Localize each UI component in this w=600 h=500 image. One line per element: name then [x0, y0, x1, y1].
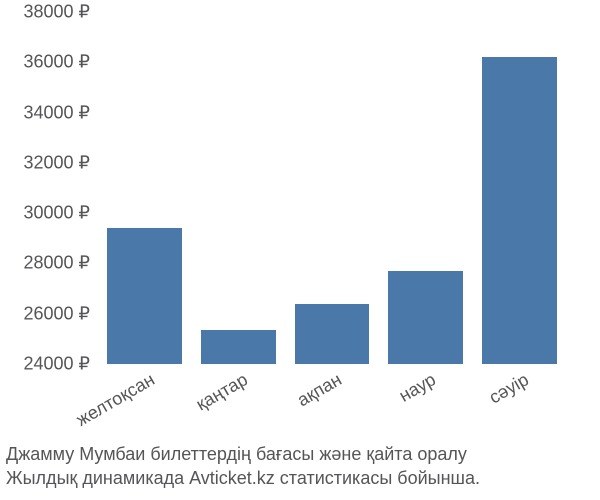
bar [388, 271, 463, 364]
bar [295, 304, 370, 364]
bar [107, 228, 182, 364]
x-axis-tick: қаңтар [190, 364, 252, 415]
bar [482, 57, 557, 364]
chart-caption: Джамму Мумбаи билеттердің бағасы және қа… [6, 442, 480, 491]
plot-area: 24000 ₽26000 ₽28000 ₽30000 ₽32000 ₽34000… [98, 12, 566, 364]
y-axis-tick: 24000 ₽ [23, 354, 98, 375]
y-axis-tick: 28000 ₽ [23, 253, 98, 274]
y-axis-tick: 36000 ₽ [23, 52, 98, 73]
y-axis-tick: 32000 ₽ [23, 152, 98, 173]
x-axis-tick: ақпан [291, 364, 346, 411]
caption-line-1: Джамму Мумбаи билеттердің бағасы және қа… [6, 442, 480, 466]
y-axis-tick: 30000 ₽ [23, 203, 98, 224]
x-axis-tick: наур [392, 364, 439, 407]
y-axis-tick: 26000 ₽ [23, 303, 98, 324]
y-axis-tick: 34000 ₽ [23, 102, 98, 123]
bar [201, 330, 276, 364]
y-axis-tick: 38000 ₽ [23, 2, 98, 23]
price-chart: 24000 ₽ 26000 ₽ 28000 ₽ 30000 ₽ 32000 ₽ 34000… [0, 0, 600, 500]
x-axis-tick: сәуір [483, 364, 533, 408]
caption-line-2: Жылдық динамикада Avticket.kz статистика… [6, 466, 480, 490]
